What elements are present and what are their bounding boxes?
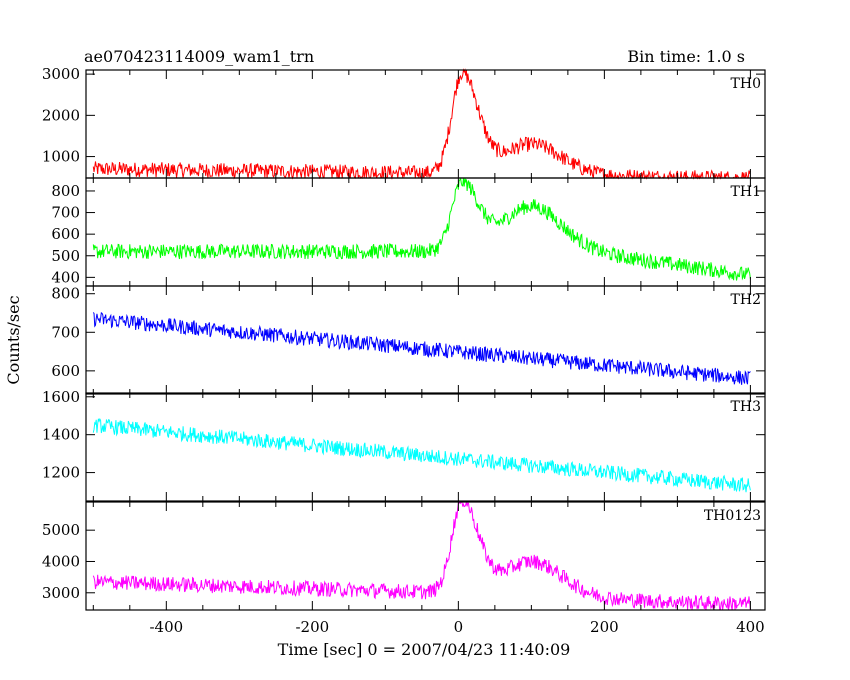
series-line-th0123	[92, 501, 751, 611]
y-tick-label: 500	[51, 247, 80, 265]
x-tick-label: 200	[590, 618, 619, 636]
x-tick-label: -200	[295, 618, 329, 636]
panel-frame-th0123	[85, 501, 766, 611]
panel-label-th2: TH2	[731, 292, 761, 308]
y-tick-label: 800	[51, 182, 80, 200]
y-tick-label: 600	[51, 362, 80, 380]
y-axis-label: Counts/sec	[4, 295, 23, 384]
panels-group: TH0100020003000TH1400500600700800TH26007…	[42, 65, 766, 636]
chart-title-left: ae070423114009_wam1_trn	[84, 47, 314, 66]
y-tick-label: 400	[51, 268, 80, 286]
panel-frame-th1	[85, 177, 766, 287]
series-line-th2	[92, 312, 751, 385]
panel-label-th1: TH1	[731, 184, 761, 200]
panel-frame-th2	[85, 285, 766, 395]
x-tick-label: 400	[736, 618, 765, 636]
y-tick-label: 1200	[42, 464, 80, 482]
y-tick-label: 700	[51, 204, 80, 222]
panel-frame-th3	[85, 392, 766, 502]
x-tick-label: -400	[149, 618, 183, 636]
x-axis-label: Time [sec] 0 = 2007/04/23 11:40:09	[278, 640, 571, 659]
y-tick-label: 600	[51, 225, 80, 243]
y-tick-label: 1000	[42, 148, 80, 166]
series-line-th0	[92, 68, 751, 180]
series-line-th3	[92, 417, 751, 493]
y-tick-label: 4000	[42, 552, 80, 570]
chart-title-right: Bin time: 1.0 s	[627, 47, 745, 66]
y-tick-label: 5000	[42, 521, 80, 539]
panel-label-th3: TH3	[731, 399, 761, 415]
panel-label-th0: TH0	[731, 76, 761, 92]
y-tick-label: 3000	[42, 584, 80, 602]
panel-frame-th0	[85, 69, 766, 179]
panel-label-th0123: TH0123	[704, 508, 761, 524]
y-tick-label: 800	[51, 285, 80, 303]
y-tick-label: 1600	[42, 388, 80, 406]
y-tick-label: 2000	[42, 106, 80, 124]
y-tick-label: 1400	[42, 426, 80, 444]
x-tick-label: 0	[454, 618, 464, 636]
series-line-th1	[92, 177, 751, 281]
y-tick-label: 3000	[42, 65, 80, 83]
y-tick-label: 700	[51, 323, 80, 341]
